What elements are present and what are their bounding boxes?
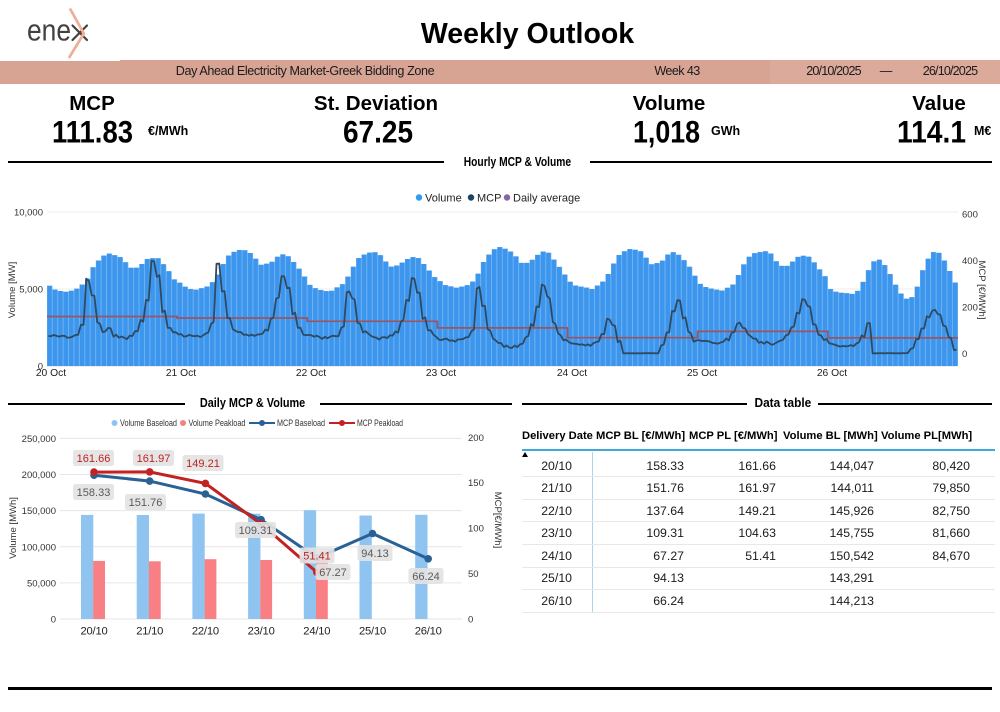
svg-text:66.24: 66.24 [412, 571, 440, 583]
svg-text:100: 100 [468, 524, 484, 535]
svg-text:151.76: 151.76 [129, 497, 163, 509]
svg-text:150,000: 150,000 [22, 506, 56, 517]
svg-text:200,000: 200,000 [22, 470, 56, 481]
svg-text:111.83: 111.83 [52, 114, 133, 150]
svg-text:100,000: 100,000 [22, 542, 56, 553]
svg-text:1,018: 1,018 [633, 114, 700, 150]
svg-text:ene: ene [27, 13, 71, 48]
svg-text:50: 50 [468, 569, 479, 580]
svg-text:158.33: 158.33 [77, 487, 111, 499]
svg-text:26/10: 26/10 [415, 626, 442, 638]
svg-text:109.31: 109.31 [239, 525, 273, 537]
svg-text:149.21: 149.21 [186, 458, 220, 470]
svg-text:200: 200 [468, 433, 484, 444]
svg-text:21 Oct: 21 Oct [166, 368, 196, 379]
svg-text:Volume: Volume [425, 193, 462, 205]
svg-text:25/10: 25/10 [359, 626, 386, 638]
svg-text:20 Oct: 20 Oct [36, 368, 66, 379]
svg-text:400: 400 [962, 256, 978, 267]
svg-text:Volume [MWh]: Volume [MWh] [8, 497, 19, 559]
svg-text:161.66: 161.66 [77, 453, 111, 465]
svg-text:0: 0 [468, 615, 473, 626]
svg-text:50,000: 50,000 [27, 578, 56, 589]
svg-text:0: 0 [51, 615, 56, 626]
svg-text:51.41: 51.41 [303, 551, 331, 563]
svg-text:25 Oct: 25 Oct [687, 368, 717, 379]
svg-text:23 Oct: 23 Oct [426, 368, 456, 379]
svg-text:250,000: 250,000 [22, 434, 56, 445]
svg-text:24/10: 24/10 [303, 626, 330, 638]
svg-text:26 Oct: 26 Oct [817, 368, 847, 379]
svg-text:114.1: 114.1 [897, 114, 966, 150]
svg-text:200: 200 [962, 303, 978, 314]
svg-text:MCP Peakload: MCP Peakload [357, 418, 403, 428]
svg-text:MCP Baseload: MCP Baseload [277, 418, 325, 428]
svg-text:150: 150 [468, 478, 484, 489]
svg-text:22 Oct: 22 Oct [296, 368, 326, 379]
svg-text:600: 600 [962, 210, 978, 221]
svg-text:20/10: 20/10 [81, 626, 108, 638]
svg-text:Daily average: Daily average [513, 193, 580, 205]
svg-text:94.13: 94.13 [361, 548, 389, 560]
svg-text:21/10: 21/10 [136, 626, 163, 638]
svg-text:67.25: 67.25 [343, 114, 413, 150]
svg-text:MCP[€/MWh]: MCP[€/MWh] [492, 492, 503, 548]
svg-text:0: 0 [38, 362, 43, 373]
svg-text:MCP: MCP [477, 193, 501, 205]
svg-text:161.97: 161.97 [137, 453, 171, 465]
svg-text:Volume Baseload: Volume Baseload [120, 418, 177, 428]
svg-text:5,000: 5,000 [19, 285, 43, 296]
svg-text:0: 0 [962, 349, 967, 360]
svg-text:MCP [€/MWh]: MCP [€/MWh] [976, 261, 987, 320]
svg-text:Volume Peakload: Volume Peakload [189, 418, 246, 428]
svg-text:22/10: 22/10 [192, 626, 219, 638]
svg-text:10,000: 10,000 [14, 208, 43, 219]
svg-text:23/10: 23/10 [248, 626, 275, 638]
svg-text:24 Oct: 24 Oct [557, 368, 587, 379]
svg-text:67.27: 67.27 [319, 567, 347, 579]
svg-text:Volume [MW]: Volume [MW] [7, 262, 18, 319]
